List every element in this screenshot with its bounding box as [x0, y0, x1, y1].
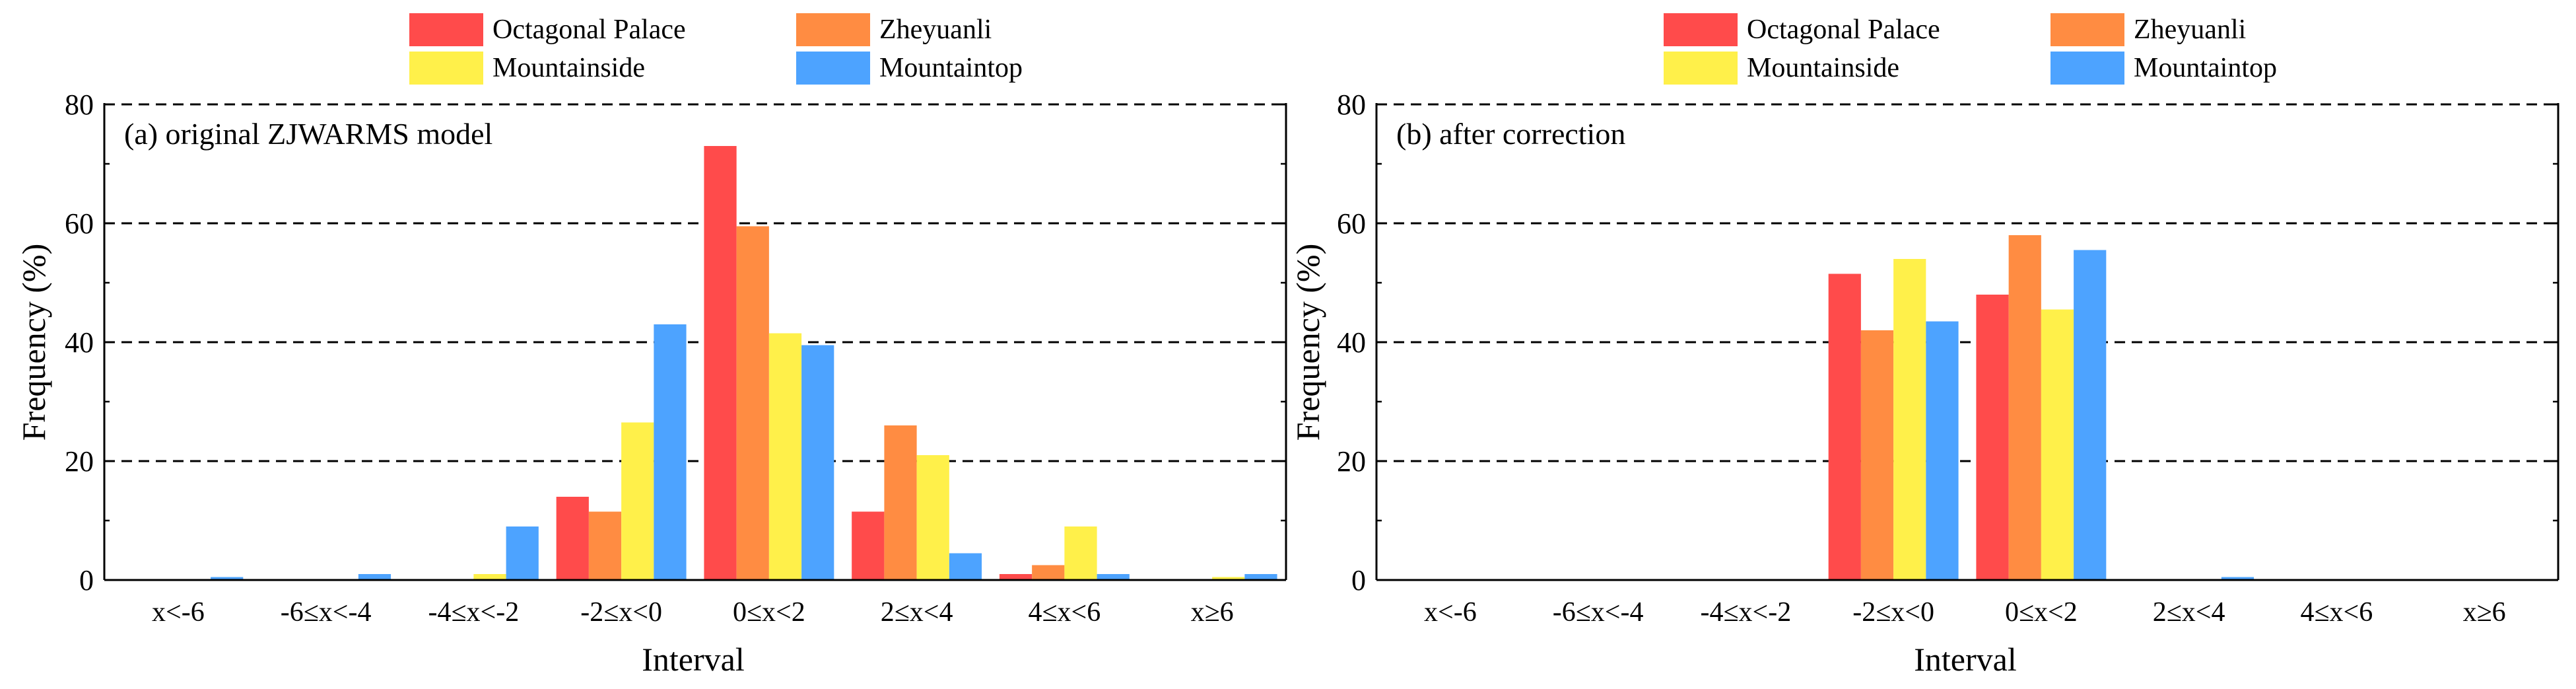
x-tick-label-a: -4≤x<-2 [428, 597, 520, 628]
y-tick-label-a: 60 [65, 207, 94, 240]
legend-swatch-b [1664, 13, 1738, 46]
bar-a-mountaintop [506, 526, 539, 580]
bar-b-mountainside [1893, 259, 1926, 580]
bar-a-octagonal-palace [704, 146, 737, 580]
legend-swatch-b [2051, 52, 2124, 85]
bar-b-mountaintop [2221, 577, 2254, 580]
y-tick-label-b: 20 [1337, 445, 1366, 478]
x-tick-label-b: -4≤x<-2 [1701, 597, 1792, 628]
legend-swatch-a [409, 52, 483, 85]
bar-a-mountainside [916, 455, 949, 580]
x-tick-label-a: x≥6 [1191, 597, 1234, 628]
bar-a-mountaintop [949, 553, 982, 580]
legend-swatch-a [796, 13, 870, 46]
legend-swatch-a [796, 52, 870, 85]
x-tick-label-a: -2≤x<0 [580, 597, 662, 628]
bar-b-zheyuanli [2008, 235, 2041, 580]
bar-b-mountainside [2041, 309, 2074, 580]
bar-a-mountaintop [1244, 574, 1277, 580]
x-tick-label-b: 0≤x<2 [2005, 597, 2078, 628]
chart-a: 0 20 40 60 80 x<-6 -6≤x<-4 -4≤x<-2 -2≤x<0 0≤x<2 2≤… [15, 13, 1287, 678]
bar-a-octagonal-palace [852, 511, 885, 580]
y-tick-label-b: 0 [1351, 564, 1366, 597]
x-tick-label-b: -6≤x<-4 [1553, 597, 1644, 628]
bar-a-mountaintop [358, 574, 391, 580]
bar-b-mountaintop [2074, 250, 2107, 580]
y-tick-label-b: 80 [1337, 89, 1366, 121]
grid-lines-b [1376, 103, 2558, 462]
axes-a: 0 20 40 60 80 x<-6 -6≤x<-4 -4≤x<-2 -2≤x<0 0≤x<2 2≤… [65, 89, 1287, 628]
bar-a-zheyuanli [884, 425, 917, 580]
legend-label-a: Mountainside [492, 53, 645, 83]
x-tick-label-a: 4≤x<6 [1029, 597, 1101, 628]
legend-swatch-b [2051, 13, 2124, 46]
bar-a-mountaintop [211, 577, 244, 580]
legend-swatch-b [1664, 52, 1738, 85]
grid-lines-a [104, 103, 1286, 462]
bar-a-zheyuanli [736, 226, 769, 580]
y-tick-label-b: 60 [1337, 207, 1366, 240]
chart-title-b: (b) after correction [1396, 117, 1625, 151]
legend-label-a: Octagonal Palace [492, 15, 686, 45]
y-axis-label-b: Frequency (%) [1289, 244, 1326, 441]
x-tick-label-b: 2≤x<4 [2153, 597, 2225, 628]
x-tick-label-b: x<-6 [1424, 597, 1477, 628]
y-tick-label-a: 20 [65, 445, 94, 478]
bar-a-mountaintop [1097, 574, 1130, 580]
y-axis-label-a: Frequency (%) [15, 244, 52, 441]
chart-title-a: (a) original ZJWARMS model [124, 117, 492, 151]
bar-a-mountainside [621, 422, 654, 580]
x-tick-label-a: 0≤x<2 [733, 597, 805, 628]
legend-label-b: Mountainside [1747, 53, 1899, 83]
x-tick-label-a: 2≤x<4 [881, 597, 953, 628]
bar-a-octagonal-palace [999, 574, 1033, 580]
chart-b: 0 20 40 60 80 x<-6 -6≤x<-4 -4≤x<-2 -2≤x<0 0≤x<2 2≤… [1289, 13, 2559, 678]
x-axis-label-b: Interval [1914, 641, 2016, 678]
legend-a: Octagonal Palace Zheyuanli Mountainside Mou… [409, 13, 1023, 85]
legend-label-b: Zheyuanli [2134, 15, 2246, 45]
bar-a-mountainside [768, 333, 802, 580]
x-axis-label-a: Interval [642, 641, 744, 678]
axes-b: 0 20 40 60 80 x<-6 -6≤x<-4 -4≤x<-2 -2≤x<0 0≤x<2 2≤… [1337, 89, 2559, 628]
bar-b-octagonal-palace [1976, 295, 2009, 580]
y-tick-label-b: 40 [1337, 326, 1366, 359]
bar-a-octagonal-palace [556, 497, 589, 580]
bar-a-mountaintop [654, 324, 687, 580]
bar-a-zheyuanli [1032, 565, 1065, 580]
bars-b [1828, 235, 2254, 580]
y-tick-label-a: 40 [65, 326, 94, 359]
bar-b-mountaintop [1926, 321, 1959, 580]
x-tick-label-b: 4≤x<6 [2301, 597, 2373, 628]
bar-a-mountainside [473, 574, 506, 580]
bar-a-mountainside [1212, 577, 1245, 580]
legend-label-b: Mountaintop [2134, 53, 2277, 83]
bar-b-zheyuanli [1860, 330, 1894, 580]
x-tick-label-a: -6≤x<-4 [281, 597, 372, 628]
legend-label-b: Octagonal Palace [1747, 15, 1940, 45]
legend-b: Octagonal Palace Zheyuanli Mountainside Mou… [1664, 13, 2277, 85]
y-tick-label-a: 0 [79, 564, 94, 597]
bar-a-zheyuanli [588, 511, 622, 580]
legend-label-a: Mountaintop [879, 53, 1023, 83]
bars-a [211, 146, 1277, 580]
x-tick-label-b: -2≤x<0 [1852, 597, 1934, 628]
bar-a-mountaintop [801, 345, 834, 580]
x-tick-label-b: x≥6 [2463, 597, 2506, 628]
x-tick-label-a: x<-6 [152, 597, 205, 628]
bar-b-octagonal-palace [1828, 273, 1861, 580]
legend-label-a: Zheyuanli [879, 15, 992, 45]
bar-a-mountainside [1064, 526, 1097, 580]
legend-swatch-a [409, 13, 483, 46]
y-tick-label-a: 80 [65, 89, 94, 121]
